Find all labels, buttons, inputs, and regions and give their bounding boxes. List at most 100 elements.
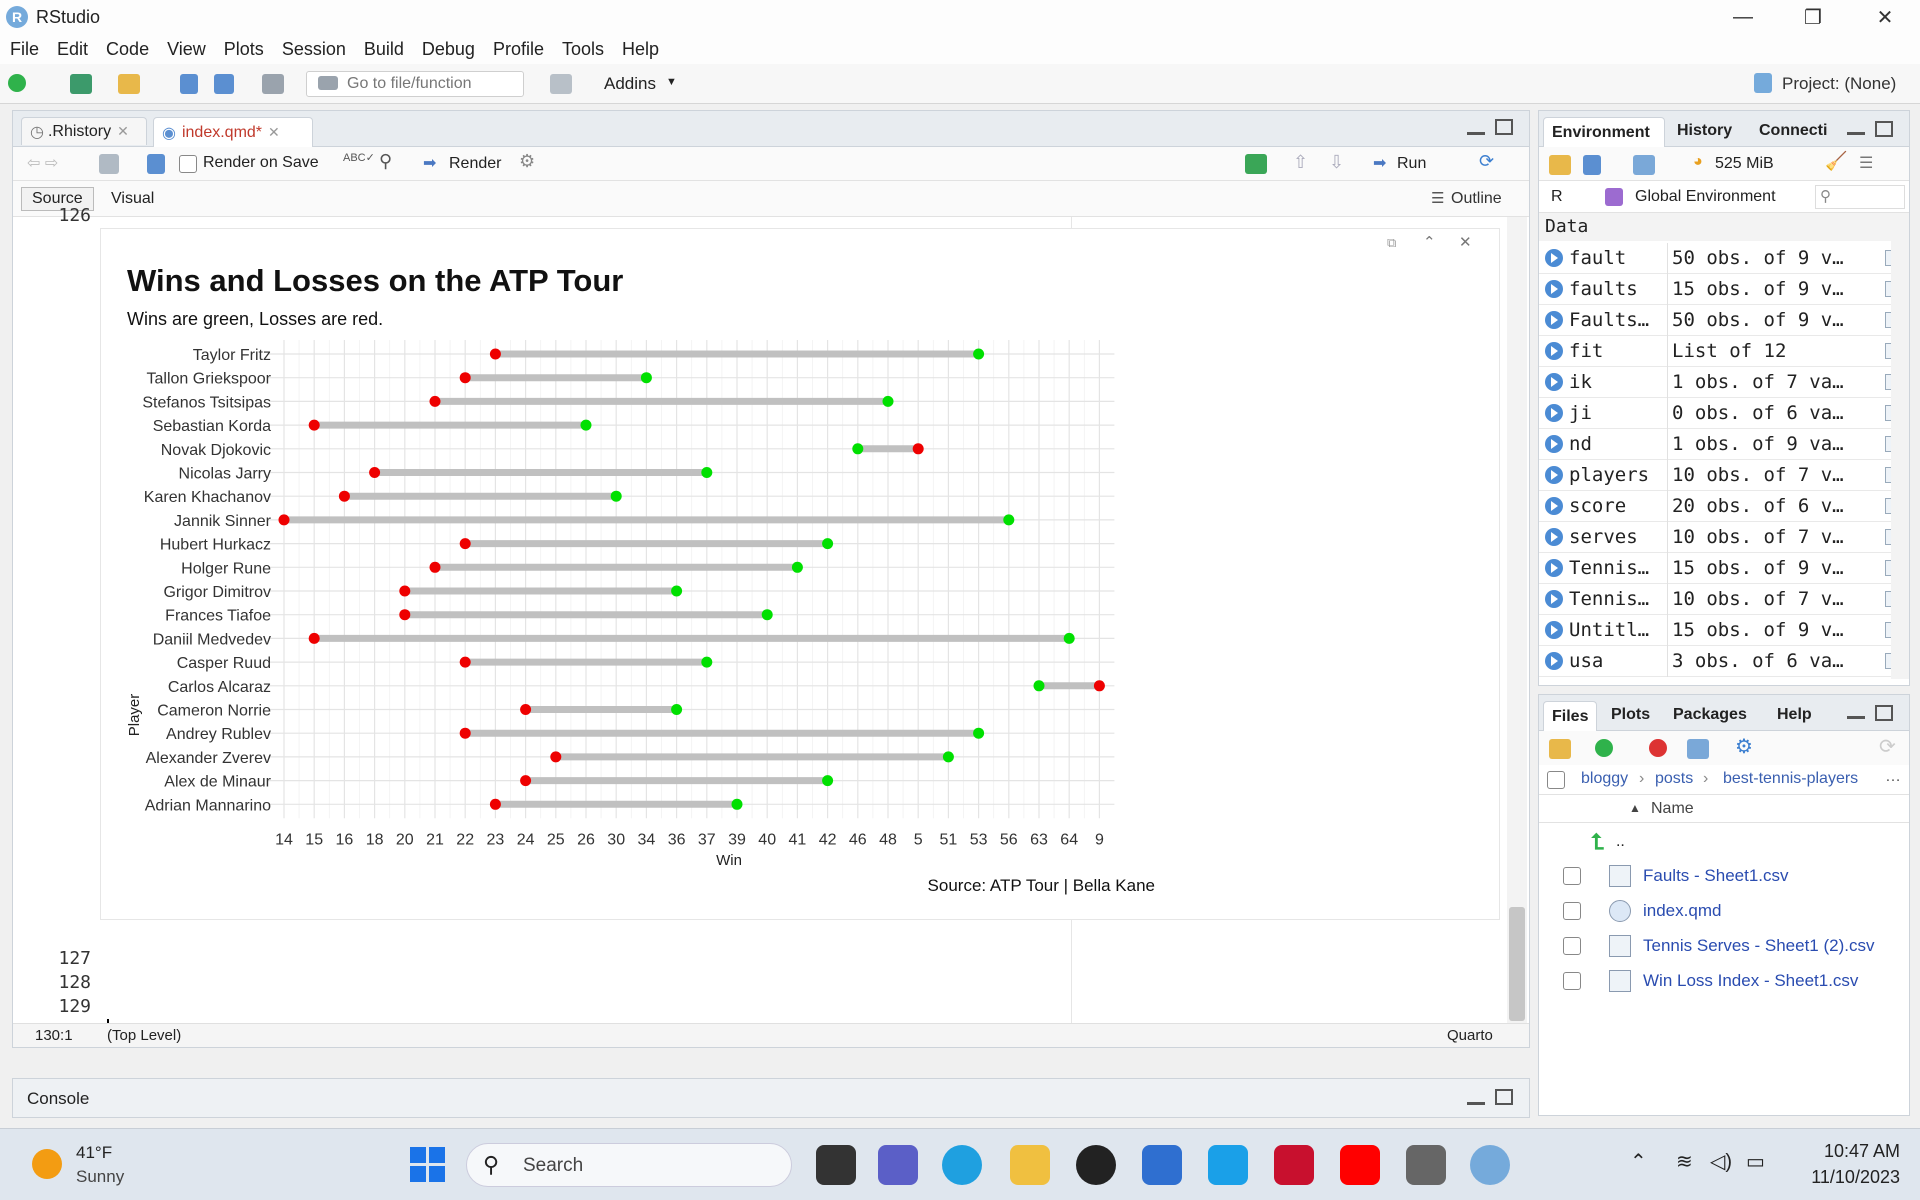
- maximize-pane-icon[interactable]: [1875, 121, 1893, 137]
- minimize-button[interactable]: —: [1733, 5, 1753, 28]
- tab-packages[interactable]: Packages: [1665, 701, 1763, 729]
- environment-row[interactable]: ji 0 obs. of 6 va…: [1539, 397, 1891, 429]
- rstudio-taskbar-icon[interactable]: [1470, 1145, 1510, 1185]
- save-icon[interactable]: [147, 154, 165, 174]
- broom-icon[interactable]: 🧹: [1825, 151, 1848, 171]
- goto-file-input[interactable]: Go to file/function: [306, 71, 524, 97]
- file-row-up[interactable]: ⮤ ..: [1539, 825, 1625, 859]
- environment-row[interactable]: fault 50 obs. of 9 v…: [1539, 243, 1891, 274]
- close-output-icon[interactable]: ✕: [1459, 234, 1472, 251]
- render-button[interactable]: Render: [449, 155, 502, 172]
- wifi-icon[interactable]: ≋: [1676, 1151, 1693, 1173]
- close-icon[interactable]: ✕: [268, 124, 280, 140]
- file-explorer-icon[interactable]: [1010, 1145, 1050, 1185]
- load-workspace-icon[interactable]: [1549, 155, 1571, 175]
- menu-profile[interactable]: Profile: [492, 38, 544, 59]
- show-in-window-icon[interactable]: [99, 154, 119, 174]
- new-blank-file-icon[interactable]: [1595, 739, 1613, 757]
- save-workspace-icon[interactable]: [1583, 155, 1601, 175]
- environment-row[interactable]: Faults… 50 obs. of 9 v…: [1539, 304, 1891, 336]
- table-view-icon[interactable]: [1885, 467, 1891, 483]
- gear-icon[interactable]: ⚙: [1735, 736, 1753, 758]
- table-view-icon[interactable]: [1885, 653, 1891, 669]
- tab-visual[interactable]: Visual: [111, 190, 155, 207]
- addins-menu[interactable]: Addins: [604, 74, 656, 93]
- maximize-pane-icon[interactable]: [1875, 705, 1893, 721]
- up-arrow-icon[interactable]: ⇧: [1293, 152, 1309, 172]
- table-view-icon[interactable]: [1885, 529, 1891, 545]
- list-view-icon[interactable]: ☰: [1859, 155, 1874, 172]
- tab-rhistory[interactable]: ◷ .Rhistory ✕: [21, 117, 147, 145]
- more-icon[interactable]: …: [1885, 768, 1901, 785]
- file-checkbox[interactable]: [1563, 972, 1581, 990]
- delete-icon[interactable]: [1649, 739, 1667, 757]
- alexa-icon[interactable]: [1208, 1145, 1248, 1185]
- expand-icon[interactable]: [1545, 280, 1563, 298]
- collapse-output-icon[interactable]: ⌃: [1423, 234, 1436, 251]
- expand-icon[interactable]: [1545, 652, 1563, 670]
- file-checkbox[interactable]: [1563, 937, 1581, 955]
- expand-output-icon[interactable]: ⧉: [1387, 235, 1397, 250]
- save-all-icon[interactable]: [214, 74, 234, 94]
- environment-search-input[interactable]: ⚲: [1815, 185, 1905, 209]
- restore-button[interactable]: ❐: [1804, 6, 1822, 29]
- tab-history[interactable]: History: [1669, 117, 1747, 145]
- start-icon[interactable]: [410, 1147, 446, 1183]
- environment-row[interactable]: fit List of 12: [1539, 335, 1891, 367]
- expand-icon[interactable]: [1545, 435, 1563, 453]
- document-type[interactable]: Quarto: [1447, 1027, 1493, 1044]
- tab-help[interactable]: Help: [1769, 701, 1819, 729]
- scrollbar-thumb[interactable]: [1509, 907, 1525, 1021]
- language-selector[interactable]: R: [1551, 188, 1563, 205]
- project-menu[interactable]: Project: (None): [1782, 74, 1897, 93]
- search-icon[interactable]: [1885, 343, 1891, 359]
- expand-icon[interactable]: [1545, 404, 1563, 422]
- tab-plots[interactable]: Plots: [1603, 701, 1659, 729]
- file-row[interactable]: Win Loss Index - Sheet1.csv: [1539, 964, 1858, 998]
- insert-chunk-icon[interactable]: [1245, 154, 1267, 174]
- table-view-icon[interactable]: [1885, 498, 1891, 514]
- new-folder-icon[interactable]: [1549, 739, 1571, 759]
- youtube-icon[interactable]: [1340, 1145, 1380, 1185]
- minimize-pane-icon[interactable]: [1467, 125, 1485, 135]
- environment-row[interactable]: serves 10 obs. of 7 v…: [1539, 521, 1891, 553]
- menu-plots[interactable]: Plots: [223, 38, 264, 59]
- minimize-pane-icon[interactable]: [1847, 125, 1865, 135]
- weather-temp[interactable]: 41°F: [76, 1143, 113, 1162]
- app-m-icon[interactable]: [1406, 1145, 1446, 1185]
- console-pane[interactable]: Console: [12, 1078, 1530, 1118]
- breadcrumb-bloggy[interactable]: bloggy: [1581, 770, 1629, 787]
- save-icon[interactable]: [180, 74, 198, 94]
- import-dataset-icon[interactable]: [1633, 155, 1655, 175]
- back-arrow-icon[interactable]: ⇦ ⇨: [27, 155, 59, 172]
- gear-icon[interactable]: ⚙: [519, 151, 536, 171]
- volume-icon[interactable]: ◁): [1710, 1151, 1733, 1173]
- tab-connections[interactable]: Connecti: [1751, 117, 1847, 145]
- edge-icon[interactable]: [942, 1145, 982, 1185]
- expand-icon[interactable]: [1545, 249, 1563, 267]
- table-view-icon[interactable]: [1885, 312, 1891, 328]
- environment-row[interactable]: Tennis… 15 obs. of 9 v…: [1539, 552, 1891, 584]
- menu-help[interactable]: Help: [622, 38, 660, 59]
- expand-icon[interactable]: [1545, 466, 1563, 484]
- editor-scrollbar[interactable]: [1507, 217, 1527, 1023]
- weather-desc[interactable]: Sunny: [76, 1167, 125, 1186]
- breadcrumb-best-tennis-players[interactable]: best-tennis-players: [1723, 770, 1859, 787]
- menu-session[interactable]: Session: [281, 38, 346, 59]
- expand-icon[interactable]: [1545, 621, 1563, 639]
- new-project-icon[interactable]: [70, 74, 92, 94]
- expand-icon[interactable]: [1545, 528, 1563, 546]
- select-all-checkbox[interactable]: [1547, 771, 1565, 789]
- close-window-button[interactable]: ✕: [1876, 6, 1894, 29]
- table-view-icon[interactable]: [1885, 591, 1891, 607]
- new-file-icon[interactable]: [8, 74, 26, 92]
- table-view-icon[interactable]: [1885, 250, 1891, 266]
- outline-button[interactable]: Outline: [1451, 190, 1502, 207]
- file-row[interactable]: Tennis Serves - Sheet1 (2).csv: [1539, 929, 1874, 963]
- scope-selector[interactable]: (Top Level): [107, 1027, 182, 1044]
- tab-source[interactable]: Source: [21, 187, 94, 211]
- task-view-icon[interactable]: [816, 1145, 856, 1185]
- environment-row[interactable]: players 10 obs. of 7 v…: [1539, 459, 1891, 491]
- maximize-pane-icon[interactable]: [1495, 1089, 1513, 1105]
- print-icon[interactable]: [262, 74, 284, 94]
